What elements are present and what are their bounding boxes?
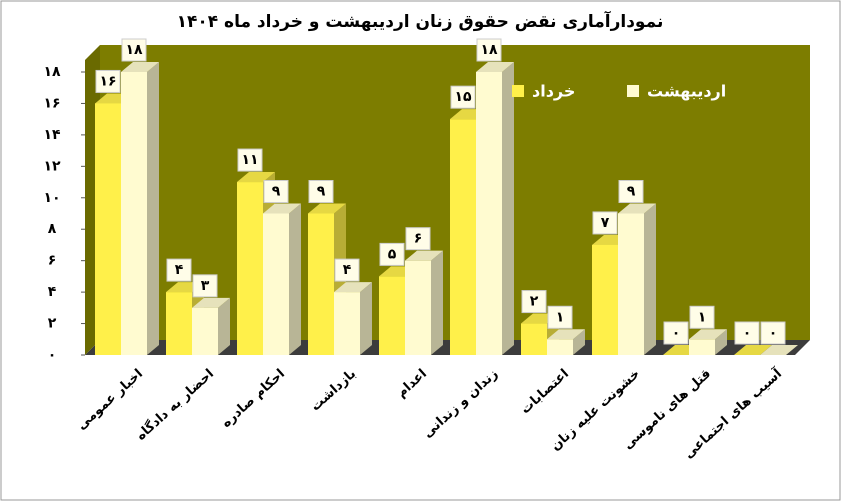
value-label-box [95,69,121,93]
value-label: ۱۶ [99,73,116,89]
y-tick-label: ۶ [48,253,57,269]
bar-side [360,282,372,355]
bar [192,307,218,355]
bar [521,323,547,355]
value-label-box [263,180,289,203]
value-label: ۱۸ [480,42,498,58]
value-label: ۱ [556,309,565,325]
bar [334,292,360,355]
y-tick-label: ۱۴ [43,127,61,143]
y-tick-label: ۲ [48,316,57,332]
bar-side [573,329,585,355]
bar [547,339,573,355]
value-label: ۰ [672,325,681,341]
value-label-box [663,321,689,345]
bar [379,276,405,355]
bar-top [760,345,798,355]
legend-swatch [627,85,639,97]
bar-top [547,329,585,340]
value-label: ۶ [414,231,423,247]
bar [592,244,618,355]
value-label-box [521,290,547,314]
bar-top [308,203,346,214]
bar-top [192,297,230,308]
bar [95,103,121,355]
y-tick-label: ۴ [48,284,57,300]
value-label: ۷ [601,215,610,231]
value-label: ۴ [175,262,184,278]
bar [476,72,502,355]
value-label-box [237,148,263,172]
value-label: ۴ [343,262,352,278]
value-label-box [547,305,573,329]
value-label: ۹ [272,184,281,200]
bar-top [121,62,159,72]
bar-side [218,297,230,355]
value-label: ۹ [627,184,636,200]
value-label: ۱۸ [125,42,143,58]
bar-side [502,62,514,355]
bar [450,119,476,356]
value-label: ۱۱ [241,152,258,168]
y-tick-label: ۰ [48,347,57,363]
value-label: ۰ [769,325,778,341]
value-label-box [476,38,502,62]
value-label-box [334,258,360,282]
bar-side [431,250,443,355]
bar [689,339,715,355]
bar-top [476,62,514,72]
bar [618,213,644,355]
value-label: ۲ [530,294,539,310]
bar-top [618,203,656,214]
bar-side [644,203,656,355]
value-label: ۹ [317,184,326,200]
value-label-box [450,85,476,109]
bar-top [405,250,443,261]
bar [405,260,431,355]
bar-top [689,329,727,340]
value-label-box [166,258,192,282]
legend-swatch [512,85,524,97]
bar-top [237,172,275,183]
chart-title: نمودارآماری نقض حقوق زنان اردیبهشت و خرد… [177,10,664,32]
value-label-box [192,274,218,298]
value-label-box [121,38,147,62]
bar [263,213,289,355]
y-tick-label: ۱۰ [43,190,60,206]
value-label-box [405,227,431,251]
bar-side [147,62,159,355]
value-label: ۵ [388,246,397,262]
bar-side [715,329,727,355]
value-label-box [379,242,405,266]
bar-top [334,282,372,293]
bar-top [263,203,301,214]
y-tick-label: ۱۶ [43,95,60,111]
value-label-box [734,321,760,345]
y-tick-label: ۸ [48,221,57,237]
value-label-box [689,305,715,329]
bar [308,213,334,355]
bar [121,72,147,355]
bar [166,292,192,355]
y-tick-label: ۱۲ [43,158,61,174]
value-label-box [618,180,644,203]
value-label-box [592,211,618,235]
value-label-box [760,321,786,345]
bar [237,182,263,355]
bar-side [289,203,301,355]
value-label-box [308,180,334,203]
value-label: ۰ [743,325,752,341]
legend-label: خرداد [532,82,575,101]
value-label: ۳ [201,278,210,294]
y-tick-label: ۱۸ [43,64,61,80]
value-label: ۱ [698,309,707,325]
legend-label: اردیبهشت [647,82,726,101]
bar-top [734,345,772,355]
value-label: ۱۵ [454,89,472,105]
